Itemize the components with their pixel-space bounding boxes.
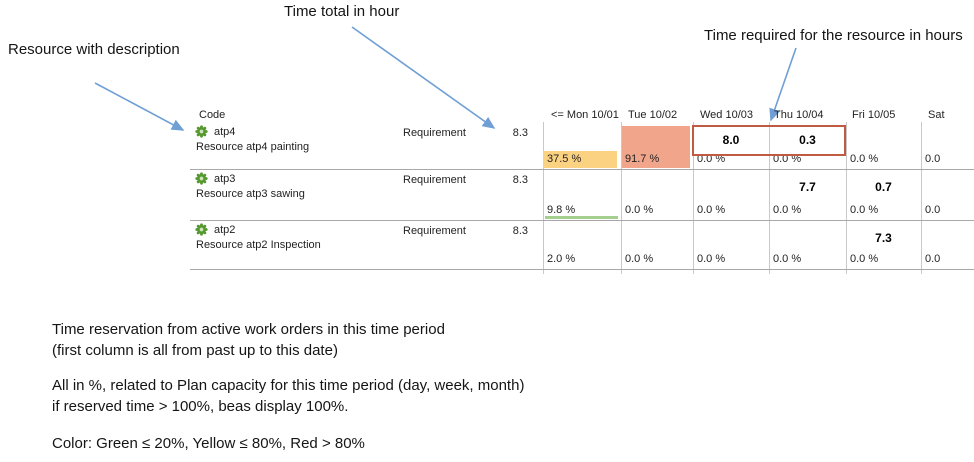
column-header-thu[interactable]: Thu 10/04 (774, 109, 824, 121)
day-cell-mon[interactable]: 37.5 % (543, 122, 621, 169)
requirement-label: Requirement (403, 225, 466, 237)
percent-value: 9.8 % (547, 204, 576, 216)
percent-value: 0.0 % (850, 204, 879, 216)
day-cell-fri[interactable]: 7.3 0.0 % (846, 220, 921, 269)
note-percent-capacity: All in %, related to Plan capacity for t… (52, 377, 525, 394)
highlight-box-hours (692, 125, 846, 156)
percent-value: 0.0 % (850, 253, 879, 265)
day-cell-sat[interactable]: 0.0 (921, 169, 974, 220)
column-header-fri[interactable]: Fri 10/05 (852, 109, 896, 121)
day-cell-fri[interactable]: 0.7 0.0 % (846, 169, 921, 220)
hours-value: 8.0 (722, 133, 740, 147)
resource-gear-icon (195, 125, 208, 138)
resource-code: atp3 (214, 173, 236, 185)
percent-value: 0.0 % (773, 253, 802, 265)
resource-code: atp2 (214, 224, 236, 236)
percent-value: 0.0 (925, 204, 941, 216)
callout-resource-with-description: Resource with description (8, 41, 180, 58)
resource-code: atp4 (214, 126, 236, 138)
resource-description: Resource atp2 Inspection (196, 239, 321, 251)
day-cell-wed[interactable]: 8.0 0.0 % (693, 122, 769, 169)
day-cell-thu[interactable]: 0.3 0.0 % (769, 122, 846, 169)
percent-value: 0.0 % (625, 204, 654, 216)
percent-value: 0.0 % (850, 153, 879, 165)
grid-vline (621, 122, 622, 274)
column-header-sat[interactable]: Sat (928, 109, 945, 121)
percent-value: 91.7 % (625, 153, 660, 165)
day-cell-fri[interactable]: 0.0 % (846, 122, 921, 169)
resource-code: atp1 (214, 273, 235, 274)
callout-time-required: Time required for the resource in hours (704, 27, 963, 44)
percent-value: 0.0 (925, 153, 941, 165)
grid-hline (190, 169, 974, 170)
column-header-mon[interactable]: <= Mon 10/01 (551, 109, 619, 121)
note-reserved-time: if reserved time > 100%, beas display 10… (52, 398, 349, 415)
column-header-code[interactable]: Code (199, 109, 226, 121)
arrow-resource-description (94, 82, 185, 131)
hours-value: 0.3 (799, 133, 816, 147)
day-cell-sat[interactable]: 0.0 (921, 220, 974, 269)
day-cell-sat[interactable]: 0.0 (921, 122, 974, 169)
percent-value: 0.0 % (773, 153, 802, 165)
column-header-tue[interactable]: Tue 10/02 (628, 109, 678, 121)
grid-hline (190, 220, 974, 221)
table-row-atp3[interactable]: atp3 Resource atp3 sawing Requirement 8.… (190, 169, 974, 220)
table-row-atp4[interactable]: atp4 Resource atp4 painting Requirement … (190, 122, 974, 169)
capacity-table: Code <= Mon 10/01 Tue 10/02 Wed 10/03 Th… (190, 107, 974, 274)
day-cell-wed[interactable]: 0.0 % (693, 220, 769, 269)
requirement-label: Requirement (403, 174, 466, 186)
resource-gear-icon (195, 223, 208, 236)
percent-value: 0.0 % (697, 253, 726, 265)
percent-value: 0.0 % (697, 204, 726, 216)
hours-value: 7.7 (799, 180, 816, 194)
percent-value: 0.0 % (697, 153, 726, 165)
time-total-hours: 8.3 (512, 127, 528, 139)
percent-value: 2.0 % (547, 253, 576, 265)
requirement-label: Requirement (403, 127, 466, 139)
grid-vline (921, 122, 922, 274)
hours-value: 0.7 (875, 180, 892, 194)
day-cell-wed[interactable]: 0.0 % (693, 169, 769, 220)
day-cell-mon[interactable]: 2.0 % (543, 220, 621, 269)
day-cell-thu[interactable]: 0.0 % (769, 220, 846, 269)
grid-vline (693, 122, 694, 274)
resource-description: Resource atp4 painting (196, 141, 310, 153)
day-cell-tue[interactable]: 0.0 % (621, 220, 693, 269)
day-cell-tue[interactable]: 91.7 % (621, 122, 693, 169)
grid-vline (543, 122, 544, 274)
grid-vline (846, 122, 847, 274)
time-total-hours: 8.3 (512, 225, 528, 237)
resource-description: Resource atp3 sawing (196, 188, 305, 200)
table-row-atp2[interactable]: atp2 Resource atp2 Inspection Requiremen… (190, 220, 974, 269)
resource-gear-icon (200, 273, 203, 274)
percent-value: 37.5 % (547, 153, 582, 165)
note-color-legend: Color: Green ≤ 20%, Yellow ≤ 80%, Red > … (52, 435, 365, 452)
grid-vline (769, 122, 770, 274)
note-first-column: (first column is all from past up to thi… (52, 342, 338, 359)
hours-value: 7.3 (875, 231, 892, 245)
day-cell-thu[interactable]: 7.7 0.0 % (769, 169, 846, 220)
callout-time-total: Time total in hour (284, 3, 400, 20)
resource-gear-icon (195, 172, 208, 185)
percent-value: 0.0 (925, 253, 941, 265)
percent-value: 0.0 % (625, 253, 654, 265)
time-total-hours: 8.3 (512, 174, 528, 186)
day-cell-tue[interactable]: 0.0 % (621, 169, 693, 220)
note-time-reservation: Time reservation from active work orders… (52, 321, 445, 338)
table-row-atp1-partial[interactable]: atp1 Requirement 8.3 (190, 269, 974, 274)
percent-value: 0.0 % (773, 204, 802, 216)
column-header-wed[interactable]: Wed 10/03 (700, 109, 754, 121)
day-cell-mon[interactable]: 9.8 % (543, 169, 621, 220)
grid-hline (190, 269, 974, 270)
